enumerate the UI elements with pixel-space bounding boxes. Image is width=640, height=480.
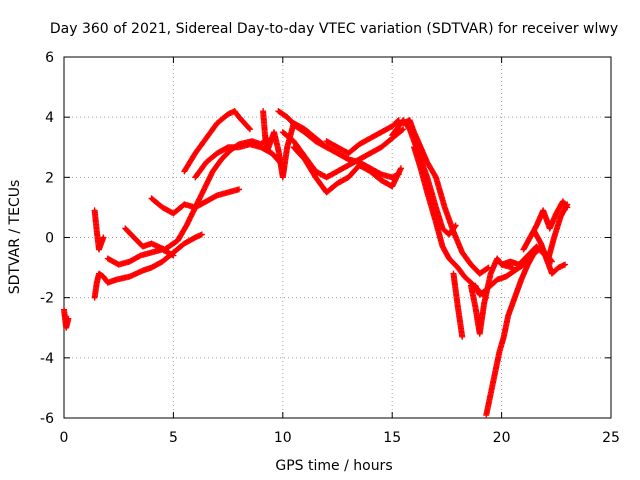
y-tick-label: 4 [45, 110, 54, 126]
data-layer [61, 108, 571, 418]
y-axis-label: SDTVAR / TECUs [7, 180, 23, 295]
data-point [399, 127, 406, 134]
data-series-s23 [531, 201, 571, 265]
data-series-s12 [290, 144, 404, 196]
data-series-s1 [61, 306, 72, 331]
tick-layer: 0 5 10 15 20 25 -6 -4 -2 0 2 4 6 [40, 50, 620, 446]
data-point [246, 126, 253, 133]
data-point [564, 201, 571, 208]
x-tick-label: 15 [383, 430, 401, 446]
data-point [400, 126, 407, 133]
data-series-s15 [400, 117, 492, 277]
data-series-s2 [91, 231, 205, 301]
y-tick-label: 0 [45, 231, 54, 247]
data-series-s13 [323, 117, 402, 157]
x-tick-label: 5 [169, 430, 178, 446]
data-series-s18 [467, 255, 516, 337]
y-tick-label: 2 [45, 170, 54, 186]
x-tick-label: 0 [60, 430, 69, 446]
y-tick-label: -6 [40, 411, 54, 427]
data-series-s17 [450, 270, 466, 340]
chart-title: Day 360 of 2021, Sidereal Day-to-day VTE… [50, 21, 618, 37]
data-point [246, 125, 253, 132]
data-point [198, 231, 205, 238]
data-series-s4 [104, 246, 177, 268]
data-point [65, 315, 72, 322]
data-point [397, 165, 404, 172]
x-tick-label: 20 [493, 430, 511, 446]
y-tick-label: -2 [40, 291, 54, 307]
data-series-s8 [192, 141, 286, 181]
data-point [236, 186, 243, 193]
data-series-s6 [148, 186, 243, 217]
grid-layer [64, 57, 611, 418]
data-series-s7 [181, 108, 253, 175]
y-tick-label: 6 [45, 50, 54, 66]
data-point [170, 252, 177, 259]
data-point [484, 265, 491, 272]
x-axis-label: GPS time / hours [275, 458, 392, 474]
data-point [100, 234, 107, 241]
y-tick-label: -4 [40, 351, 54, 367]
data-point [459, 333, 466, 340]
x-tick-label: 10 [274, 430, 292, 446]
data-series-s22 [520, 198, 571, 253]
x-tick-label: 25 [602, 430, 620, 446]
data-point [562, 261, 569, 268]
data-series-s3 [91, 207, 107, 253]
